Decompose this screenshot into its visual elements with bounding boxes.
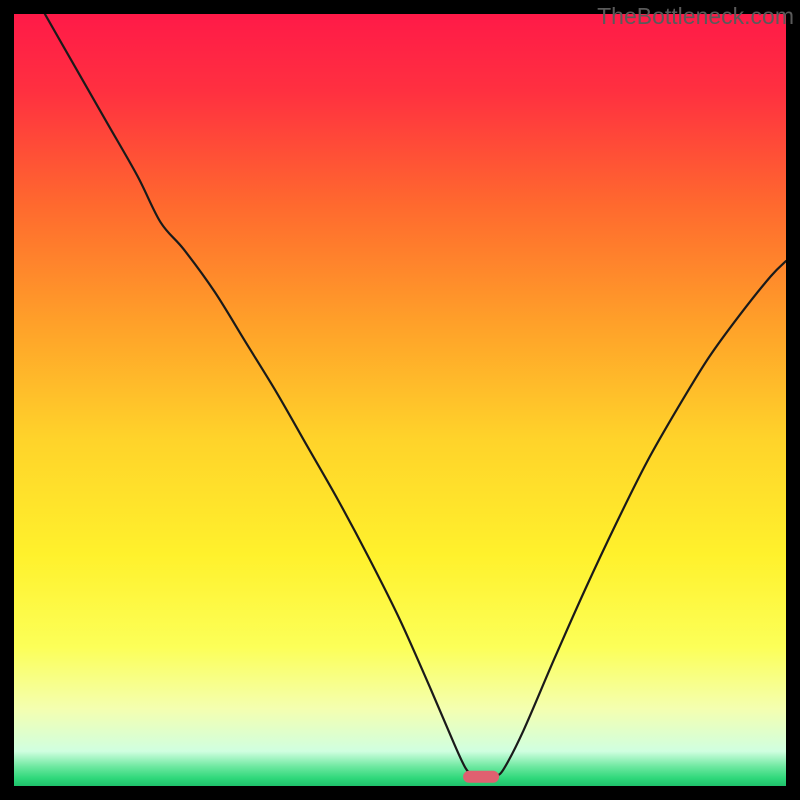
gradient-background [14, 14, 786, 786]
watermark-label: TheBottleneck.com [597, 3, 794, 30]
sweet-spot-marker [463, 771, 499, 783]
bottleneck-chart [0, 0, 800, 800]
chart-container: TheBottleneck.com [0, 0, 800, 800]
